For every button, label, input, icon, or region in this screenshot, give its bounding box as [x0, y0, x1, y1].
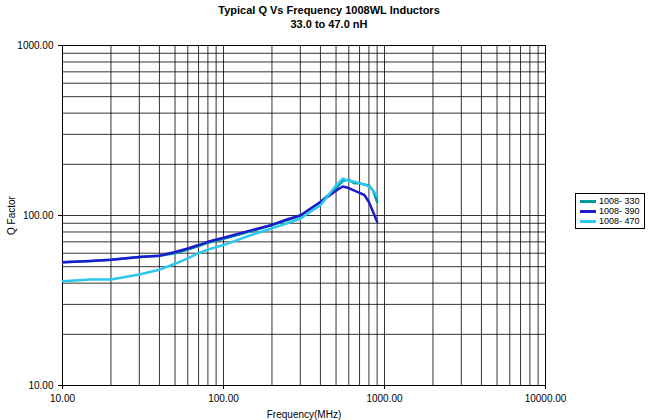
html-text:1008- 470: 1008- 470 [599, 216, 640, 226]
html-text:33.0 to 47.0 nH: 33.0 to 47.0 nH [290, 18, 368, 30]
html-text:1008- 390: 1008- 390 [599, 206, 640, 216]
html-text:1008- 330: 1008- 330 [599, 196, 640, 206]
svg-text:Frequency(MHz): Frequency(MHz) [267, 409, 341, 420]
svg-text:1000.00: 1000.00 [366, 393, 403, 404]
svg-text:10000.00: 10000.00 [525, 393, 567, 404]
svg-text:1000.00: 1000.00 [17, 40, 54, 51]
svg-text:10.00: 10.00 [28, 380, 53, 391]
html-text:Typical Q Vs Frequency 1008WL: Typical Q Vs Frequency 1008WL Inductors [218, 4, 440, 16]
svg-text:100.00: 100.00 [208, 393, 239, 404]
svg-text:100.00: 100.00 [23, 210, 54, 221]
svg-text:10.00: 10.00 [50, 393, 75, 404]
svg-text:Q Factor: Q Factor [6, 195, 17, 235]
